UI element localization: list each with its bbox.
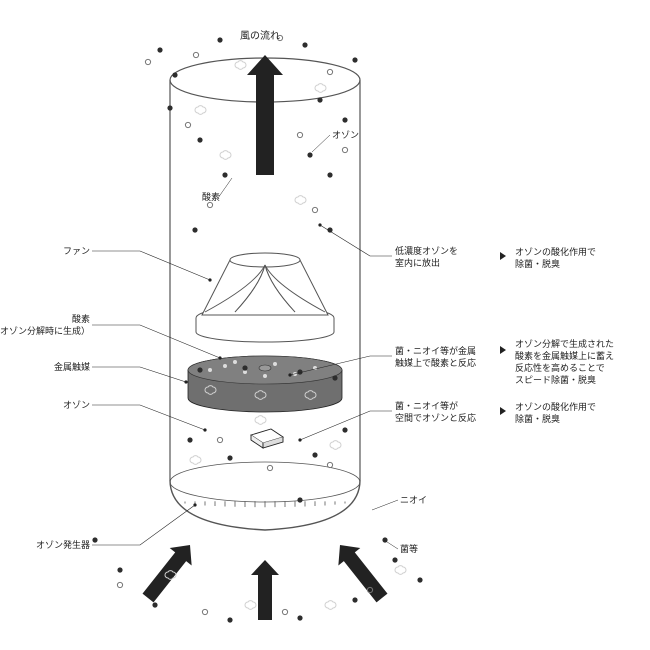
label-oxygen: 酸素 — [202, 192, 220, 204]
triangle-icon — [500, 407, 506, 415]
label-catalyst: 金属触媒 — [54, 362, 90, 374]
triangle-icon — [500, 346, 506, 354]
label-generator: オゾン発生器 — [36, 540, 90, 552]
label-germs: 菌等 — [400, 544, 418, 556]
label-ozone2: オゾン — [63, 400, 90, 412]
explain-2: オゾン分解で生成された 酸素を金属触媒上に蓄え 反応性を高めることで スピード除… — [515, 338, 635, 387]
label-release: 低濃度オゾンを 室内に放出 — [395, 246, 458, 269]
explain-1: オゾンの酸化作用で 除菌・脱臭 — [515, 246, 635, 270]
triangle-icon — [500, 252, 506, 260]
diagram-canvas: { "title": "風の流れ", "colors": { "bg": "#f… — [0, 0, 650, 650]
diagram-svg — [0, 0, 650, 650]
label-smell: ニオイ — [400, 495, 427, 507]
label-react-oz: 菌・ニオイ等が 空間でオゾンと反応 — [395, 401, 476, 424]
label-react-cat: 菌・ニオイ等が金属 触媒上で酸素と反応 — [395, 346, 476, 369]
label-oxygen2: 酸素 （オゾン分解時に生成） — [0, 314, 90, 337]
label-fan: ファン — [63, 246, 90, 258]
title: 風の流れ — [240, 30, 280, 43]
explain-3: オゾンの酸化作用で 除菌・脱臭 — [515, 401, 635, 425]
label-ozone: オゾン — [332, 130, 359, 142]
